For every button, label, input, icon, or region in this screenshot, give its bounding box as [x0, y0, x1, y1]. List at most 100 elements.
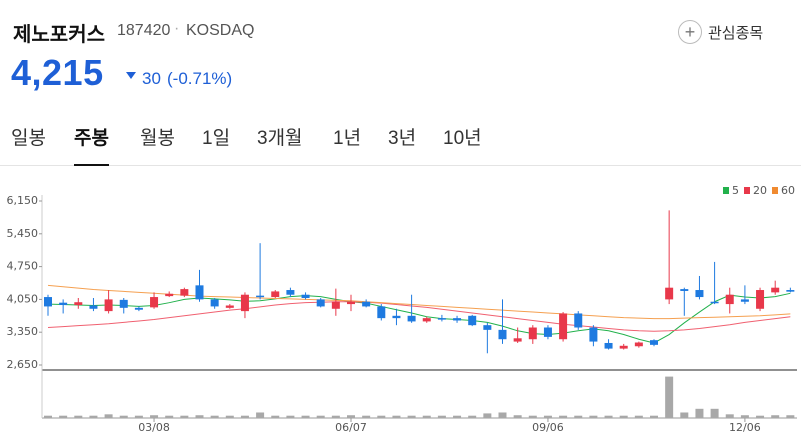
volume-bar	[392, 415, 401, 418]
period-tab[interactable]: 10년	[443, 128, 482, 149]
y-tick-label: 4,050	[7, 292, 39, 305]
volume-bar	[771, 415, 780, 418]
period-tab[interactable]: 주봉	[74, 123, 109, 166]
market: KOSDAQ	[186, 22, 255, 39]
candle-body	[740, 299, 749, 302]
period-tab[interactable]: 일봉	[11, 128, 46, 149]
volume-bar	[407, 415, 416, 418]
volume-bar	[59, 415, 68, 418]
candle-body	[710, 301, 719, 304]
volume-bar	[195, 415, 204, 418]
candle-body	[59, 302, 68, 306]
volume-bar	[377, 415, 386, 418]
candle-body	[240, 294, 249, 312]
period-tab[interactable]: 1년	[333, 128, 362, 149]
volume-bar	[286, 415, 295, 418]
chart: 6,150 5,450 4,750 4,050 3,350 2,650 03/08 06/07…	[7, 184, 797, 434]
change: 30	[142, 69, 161, 88]
legend-swatch	[772, 187, 778, 194]
moving-average-line	[47, 301, 791, 332]
volume-bar	[498, 412, 507, 418]
volume-bar	[559, 415, 568, 418]
volume-bar	[650, 415, 658, 418]
volume-bar	[119, 415, 128, 418]
x-tick-label: 06/07	[335, 421, 367, 434]
separator-dot: ·	[174, 20, 180, 37]
candle-body	[150, 297, 159, 308]
moving-average-line	[47, 292, 791, 344]
y-tick-label: 3,350	[7, 325, 39, 338]
candle-body	[589, 327, 598, 342]
period-tab[interactable]: 월봉	[140, 128, 175, 149]
volume-bar	[483, 413, 492, 418]
period-tabs: 일봉 주봉 월봉 1일 3개월 1년 3년 10년	[0, 118, 801, 166]
x-tick-label: 03/08	[138, 421, 170, 434]
volume-bar	[634, 415, 643, 418]
period-tab[interactable]: 3년	[388, 128, 417, 149]
candle-body	[165, 293, 174, 297]
y-tick-label: 4,750	[7, 260, 39, 273]
volume-bar	[74, 415, 83, 418]
price: 4,215	[11, 52, 104, 93]
candle-body	[119, 299, 128, 308]
candle-body	[74, 302, 83, 306]
volume-bar	[165, 415, 174, 418]
candle-body	[134, 307, 143, 310]
volume-bar	[104, 414, 113, 418]
volume-bar	[256, 412, 265, 418]
volume-bar	[362, 415, 371, 418]
volume-bar	[422, 415, 431, 418]
volume-bar	[725, 414, 734, 418]
candle-body	[180, 289, 189, 296]
candle-body	[574, 313, 583, 328]
candle-body	[543, 327, 552, 337]
candle-body	[301, 294, 310, 298]
candle-body	[271, 291, 280, 298]
volume-bar	[740, 415, 749, 418]
x-tick-label: 12/06	[729, 421, 761, 434]
candle-body	[453, 318, 462, 321]
period-tab[interactable]: 3개월	[257, 128, 303, 149]
volume-bar	[150, 415, 159, 418]
watchlist-button[interactable]: + 관심종목	[678, 20, 763, 44]
candle-body	[225, 305, 234, 308]
volume-bar	[316, 415, 325, 418]
candle-body	[347, 301, 355, 305]
candle-body	[498, 329, 507, 340]
candle-body	[650, 340, 658, 345]
candle-body	[392, 315, 401, 319]
volume-bar	[225, 415, 234, 418]
volume-bar	[180, 415, 189, 418]
stock-code: 187420	[117, 22, 171, 39]
y-tick-label: 6,150	[7, 194, 39, 207]
candle-body	[619, 345, 628, 349]
legend-swatch	[723, 187, 729, 194]
candle-body	[634, 342, 643, 347]
volume-bar	[604, 415, 613, 418]
volume-bar	[589, 415, 598, 418]
candle-body	[756, 290, 765, 309]
period-tab[interactable]: 1일	[202, 128, 231, 149]
volume-bar	[453, 415, 462, 418]
candle-body	[559, 313, 568, 340]
candle-body	[210, 299, 219, 307]
x-tick-label: 09/06	[532, 421, 564, 434]
watchlist-label: 관심종목	[708, 24, 764, 42]
candle-body	[362, 301, 371, 307]
candle-body	[104, 299, 113, 312]
volume-bar	[347, 415, 355, 418]
volume-bar	[331, 415, 340, 418]
legend-swatch	[744, 187, 750, 194]
volume-bar	[89, 415, 98, 418]
volume-bar	[756, 415, 765, 418]
y-tick-label: 5,450	[7, 227, 39, 240]
candle-body	[513, 338, 522, 342]
volume-bar	[665, 376, 674, 418]
volume-bar	[786, 415, 795, 418]
candle-body	[256, 295, 265, 298]
candle-body	[377, 306, 386, 319]
moving-average-line	[47, 284, 791, 320]
candle-body	[195, 285, 204, 300]
candle-body	[316, 299, 325, 307]
